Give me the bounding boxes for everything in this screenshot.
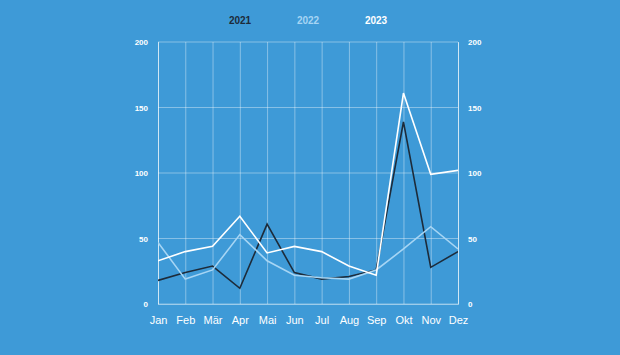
x-tick-label: Mär xyxy=(204,314,223,326)
legend-entry: 2021 xyxy=(229,15,252,26)
y-axis-tick: 100 xyxy=(135,169,158,178)
y-axis-tick-label: 0 xyxy=(144,300,149,309)
x-tick: Mai xyxy=(259,42,277,326)
x-tick: Nov xyxy=(421,42,441,326)
x-grid-line xyxy=(403,42,404,304)
x-tick-label: Jul xyxy=(315,314,329,326)
x-tick-label: Aug xyxy=(340,314,360,326)
x-tick: Jul xyxy=(315,42,329,326)
series-line xyxy=(158,227,458,279)
x-tick: Jun xyxy=(286,42,304,326)
x-tick: Okt xyxy=(395,42,412,326)
plot: Jan Feb Mär Apr Mai Jun Jul Aug Sep Okt Nov Dez 0 50 1… xyxy=(135,38,482,326)
x-grid-line xyxy=(185,42,186,304)
grid-line xyxy=(158,238,458,239)
x-tick: Jan xyxy=(150,42,168,326)
x-tick: Aug xyxy=(340,42,360,326)
series-line xyxy=(158,122,458,288)
background xyxy=(0,0,620,355)
y2-axis: 0 50 100 150 200 xyxy=(458,38,482,309)
x-axis-line xyxy=(159,42,459,305)
y2-axis-tick: 50 xyxy=(458,235,477,244)
y-axis-tick-label: 100 xyxy=(135,169,149,178)
x-tick-label: Jun xyxy=(286,314,304,326)
x-grid-line xyxy=(213,42,214,304)
y-axis-tick-label: 150 xyxy=(135,104,149,113)
x-grid-line xyxy=(458,42,459,304)
grid-line xyxy=(158,107,458,108)
y-axis-tick-label: 200 xyxy=(135,38,149,47)
y2-axis-tick-label: 150 xyxy=(468,104,482,113)
x-tick-label: Apr xyxy=(232,314,249,326)
x-tick-label: Feb xyxy=(176,314,195,326)
y2-axis-line xyxy=(458,43,459,305)
chart: Jan Feb Mär Apr Mai Jun Jul Aug Sep Okt Nov Dez 0 50 1… xyxy=(0,0,620,355)
x-grid-line xyxy=(322,42,323,304)
x-tick-label: Jan xyxy=(150,314,168,326)
y-axis-tick: 0 xyxy=(144,300,158,309)
x-tick-label: Dez xyxy=(449,314,469,326)
x-grid-line xyxy=(267,42,268,304)
y2-axis-tick-label: 50 xyxy=(468,235,477,244)
y2-axis-tick-label: 0 xyxy=(468,300,473,309)
x-tick-label: Okt xyxy=(395,314,412,326)
x-axis: Jan Feb Mär Apr Mai Jun Jul Aug Sep Okt Nov Dez xyxy=(150,42,469,326)
y2-axis-tick: 0 xyxy=(458,300,473,309)
y2-axis-tick-label: 100 xyxy=(468,169,482,178)
series-line xyxy=(158,93,458,275)
y2-axis-tick: 150 xyxy=(458,104,482,113)
grid-line xyxy=(158,42,458,43)
y-axis-tick-label: 50 xyxy=(139,235,148,244)
x-tick-label: Mai xyxy=(259,314,277,326)
x-grid-line xyxy=(158,42,159,304)
x-tick: Feb xyxy=(176,42,195,326)
x-tick: Mär xyxy=(204,42,223,326)
x-grid-line xyxy=(294,42,295,304)
x-grid-line xyxy=(349,42,350,304)
y2-axis-tick-label: 200 xyxy=(468,38,482,47)
x-tick-label: Nov xyxy=(421,314,441,326)
x-tick-label: Sep xyxy=(367,314,387,326)
y-axis-line xyxy=(158,43,159,305)
legend-entry: 2022 xyxy=(297,15,320,26)
y2-axis-tick: 100 xyxy=(458,169,482,178)
legend-entry: 2023 xyxy=(365,15,388,26)
y-axis-tick: 200 xyxy=(135,38,158,47)
y-axis-tick: 50 xyxy=(139,235,158,244)
lines xyxy=(158,93,458,288)
x-tick: Sep xyxy=(367,42,387,326)
y2-axis-tick: 200 xyxy=(458,38,482,47)
y-axis-tick: 150 xyxy=(135,104,158,113)
y-axis: 0 50 100 150 200 xyxy=(135,38,159,309)
x-grid-line xyxy=(240,42,241,304)
x-tick: Dez xyxy=(449,42,469,326)
y-grid xyxy=(158,42,458,304)
legend: 2021 2022 2023 xyxy=(229,15,388,26)
